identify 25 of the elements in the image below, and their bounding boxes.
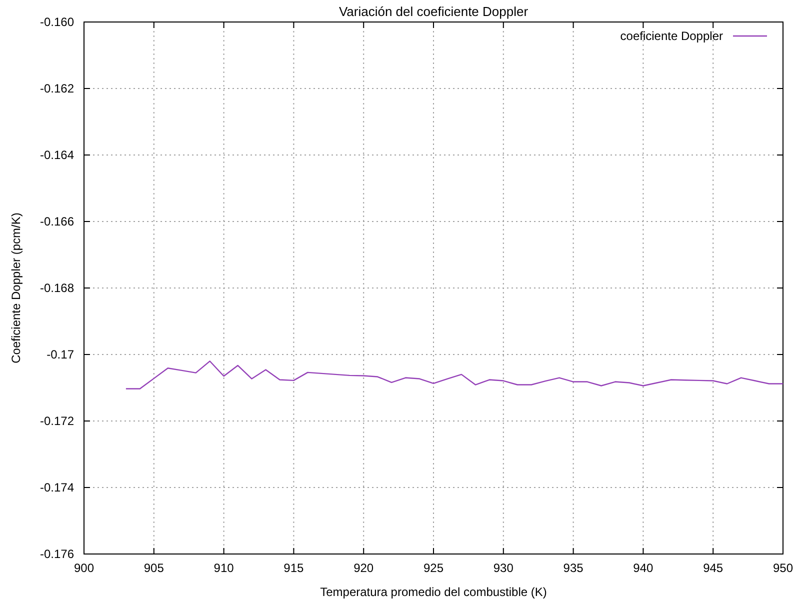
y-tick-label: -0.176 (40, 547, 74, 561)
x-tick-label: 915 (284, 561, 304, 575)
x-tick-label: 945 (703, 561, 724, 575)
y-tick-label: -0.168 (40, 281, 74, 295)
line-series (125, 360, 784, 390)
x-tick-label: 905 (144, 561, 164, 575)
x-tick-label: 930 (493, 561, 514, 575)
x-tick-label: 925 (423, 561, 444, 575)
y-tick-label: -0.164 (40, 148, 74, 162)
y-axis-title: Coeficiente Doppler (pcm/K) (9, 212, 23, 364)
y-tick-label: -0.166 (40, 214, 74, 228)
y-tick-label: -0.162 (40, 82, 74, 96)
y-tick-label: -0.17 (46, 348, 74, 362)
chart-title: Variación del coeficiente Doppler (338, 4, 529, 19)
x-tick-label: 900 (74, 561, 94, 575)
x-tick-label: 920 (354, 561, 374, 575)
x-axis-title: Temperatura promedio del combustible (K) (320, 585, 547, 599)
y-tick-label: -0.160 (40, 15, 74, 29)
x-tick-label: 940 (633, 561, 654, 575)
x-tick-label: 950 (772, 561, 794, 575)
y-tick-label: -0.174 (40, 480, 74, 494)
x-tick-label: 935 (563, 561, 584, 575)
y-tick-label: -0.172 (40, 414, 74, 428)
x-tick-label: 910 (214, 561, 234, 575)
legend-label: coeficiente Doppler (620, 29, 723, 43)
